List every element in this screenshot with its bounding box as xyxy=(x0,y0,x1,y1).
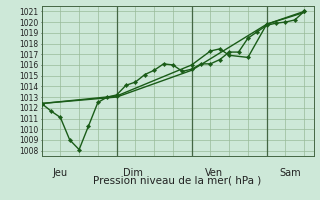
Text: Dim: Dim xyxy=(123,168,143,178)
Text: Sam: Sam xyxy=(280,168,301,178)
Text: Jeu: Jeu xyxy=(52,168,68,178)
Text: Ven: Ven xyxy=(205,168,223,178)
X-axis label: Pression niveau de la mer( hPa ): Pression niveau de la mer( hPa ) xyxy=(93,175,262,185)
